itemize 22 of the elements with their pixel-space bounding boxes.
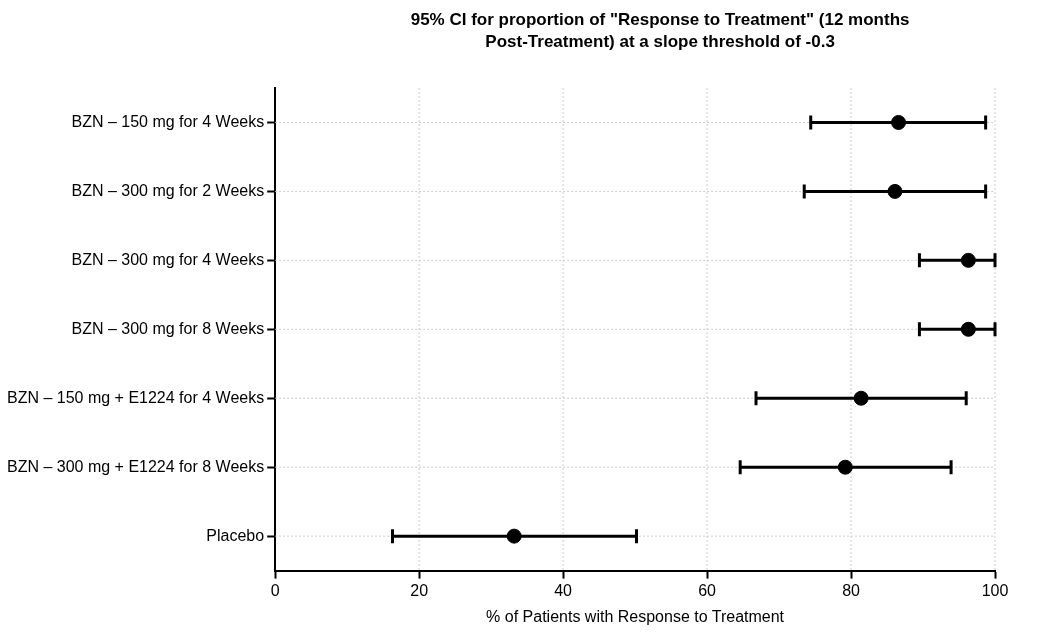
y-tick-label: Placebo xyxy=(206,526,265,544)
x-tick-label: 60 xyxy=(698,581,717,599)
x-tick-label: 40 xyxy=(554,581,573,599)
point xyxy=(891,114,907,130)
y-tick-label: BZN – 150 mg for 4 Weeks xyxy=(71,112,265,130)
y-tick-label: BZN – 300 mg for 8 Weeks xyxy=(71,319,265,337)
point xyxy=(837,459,853,475)
point xyxy=(506,528,522,544)
point xyxy=(853,390,869,406)
x-tick-label: 20 xyxy=(410,581,429,599)
y-tick-label: BZN – 300 mg for 2 Weeks xyxy=(71,181,265,199)
x-tick-label: 0 xyxy=(270,581,280,599)
chart-title: 95% CI for proportion of "Response to Treatment" (12 months Post-Treatment) at a slope threshold of -0.3 xyxy=(410,9,910,51)
x-tick-label: 100 xyxy=(981,581,1009,599)
x-axis-title: % of Patients with Response to Treatment xyxy=(486,607,785,625)
point xyxy=(960,252,976,268)
y-tick-label: BZN – 300 mg + E1224 for 8 Weeks xyxy=(7,457,265,475)
point xyxy=(960,321,976,337)
point xyxy=(887,183,903,199)
x-tick-label: 80 xyxy=(842,581,861,599)
y-tick-label: BZN – 300 mg for 4 Weeks xyxy=(71,250,265,268)
y-tick-label: BZN – 150 mg + E1224 for 4 Weeks xyxy=(7,388,265,406)
